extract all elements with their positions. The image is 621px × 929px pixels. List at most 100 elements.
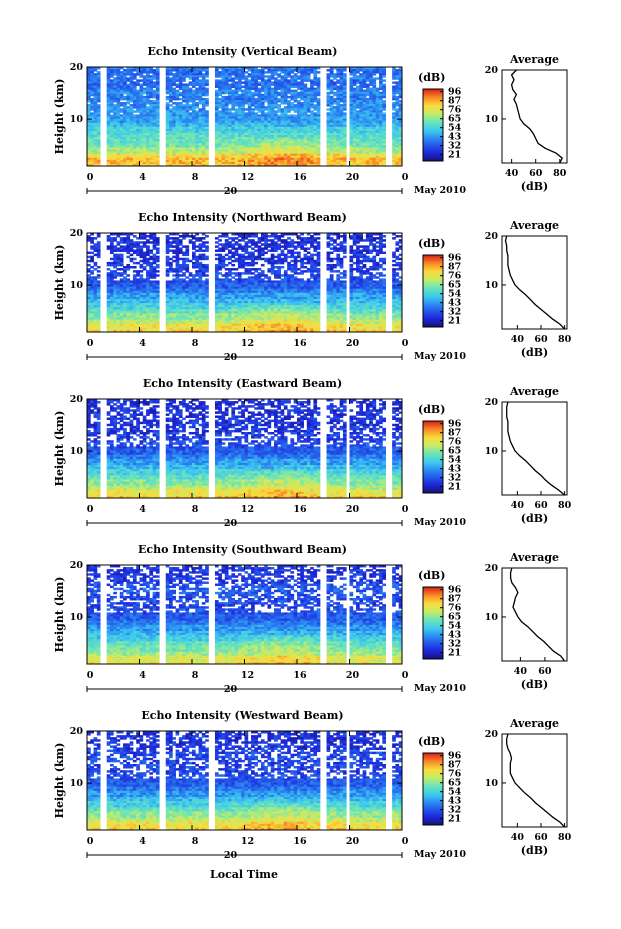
heatmap-cell [277, 100, 281, 103]
heatmap-cell [106, 104, 111, 107]
heatmap-cell [224, 97, 229, 101]
heatmap-cell [195, 130, 199, 134]
heatmap-cell [119, 249, 124, 252]
heatmap-cell [126, 114, 131, 117]
heatmap-cell [149, 276, 154, 279]
heatmap-cell [287, 75, 291, 78]
heatmap-cell [123, 116, 127, 119]
heatmap-cell [132, 153, 137, 157]
heatmap-cell [172, 97, 176, 101]
heatmap-cell [96, 122, 101, 126]
heatmap-cell [198, 137, 203, 140]
heatmap-cell [356, 106, 360, 109]
heatmap-cell [218, 130, 222, 134]
heatmap-cell [192, 73, 196, 76]
heatmap-cell [106, 69, 111, 72]
heatmap-cell [192, 118, 196, 122]
heatmap-cell [116, 157, 121, 161]
heatmap-cell [136, 126, 140, 130]
heatmap-cell [96, 110, 101, 113]
heatmap-cell [195, 73, 199, 76]
heatmap-cell [93, 161, 98, 165]
heatmap-cell [96, 81, 101, 84]
heatmap-cell [96, 130, 101, 134]
heatmap-cell [87, 149, 91, 152]
heatmap-cell [169, 67, 173, 70]
heatmap-cell [195, 151, 199, 155]
heatmap-cell [93, 108, 98, 111]
heatmap-cell [155, 67, 160, 70]
heatmap-cell [126, 147, 131, 150]
heatmap-cell [165, 85, 170, 89]
heatmap-cell [218, 157, 222, 161]
heatmap-cell [132, 114, 137, 117]
heatmap-cell [93, 77, 98, 80]
heatmap-cell [201, 85, 206, 89]
heatmap-cell [113, 159, 117, 163]
heatmap-cell [132, 95, 137, 99]
heatmap-cell [185, 122, 190, 126]
heatmap-cell [178, 77, 183, 80]
heatmap-cell [142, 133, 147, 136]
heatmap-cell [113, 145, 117, 148]
heatmap-cell [116, 79, 121, 82]
heatmap-cell [175, 120, 180, 124]
heatmap-cell [109, 67, 114, 70]
heatmap-cell [195, 97, 199, 101]
heatmap-cell [175, 163, 180, 167]
heatmap-cell [87, 116, 91, 119]
heatmap-cell [109, 263, 114, 267]
heatmap-cell [214, 141, 219, 144]
heatmap-cell [119, 73, 124, 76]
heatmap-cell [96, 118, 101, 122]
heatmap-cell [106, 81, 111, 84]
heatmap-cell [119, 118, 124, 122]
heatmap-cell [188, 153, 193, 157]
heatmap-cell [93, 145, 98, 148]
heatmap-cell [218, 159, 222, 163]
heatmap-cell [205, 128, 209, 132]
heatmap-cell [139, 124, 144, 128]
heatmap-cell [178, 120, 183, 124]
heatmap-cell [87, 141, 91, 144]
heatmap-cell [205, 147, 209, 150]
heatmap-cell [336, 81, 341, 84]
heatmap-cell [132, 93, 137, 97]
heatmap-cell [165, 91, 170, 95]
heatmap-cell [175, 97, 180, 101]
heatmap-cell [172, 89, 176, 93]
heatmap-cell [123, 149, 127, 152]
heatmap-cell [149, 139, 154, 142]
heatmap-cell [185, 75, 190, 78]
heatmap-cell [126, 97, 131, 101]
heatmap-cell [129, 83, 134, 86]
heatmap-cell [142, 81, 147, 84]
heatmap-cell [87, 77, 91, 80]
heatmap-cell [185, 91, 190, 95]
heatmap-cell [113, 118, 117, 122]
heatmap-cell [169, 79, 173, 82]
heatmap-cell [185, 116, 190, 119]
heatmap-cell [214, 118, 219, 122]
heatmap-cell [96, 270, 101, 273]
heatmap-cell [201, 139, 206, 142]
heatmap-cell [172, 114, 176, 117]
heatmap-cell [382, 108, 386, 111]
heatmap-cell [175, 153, 180, 157]
heatmap-cell [93, 97, 98, 101]
heatmap-cell [129, 93, 134, 97]
heatmap-cell [221, 100, 226, 103]
heatmap-cell [119, 241, 124, 244]
heatmap-cell [195, 126, 199, 130]
heatmap-cell [152, 89, 157, 93]
heatmap-cell [185, 137, 190, 140]
heatmap-cell [113, 239, 117, 242]
heatmap-cell [132, 270, 137, 273]
heatmap-cell [106, 151, 111, 155]
heatmap-cell [116, 159, 121, 163]
heatmap-cell [93, 143, 98, 146]
heatmap-cell [195, 95, 199, 99]
heatmap-cell [165, 153, 170, 157]
heatmap-cell [182, 145, 186, 148]
heatmap-cell [106, 108, 111, 111]
